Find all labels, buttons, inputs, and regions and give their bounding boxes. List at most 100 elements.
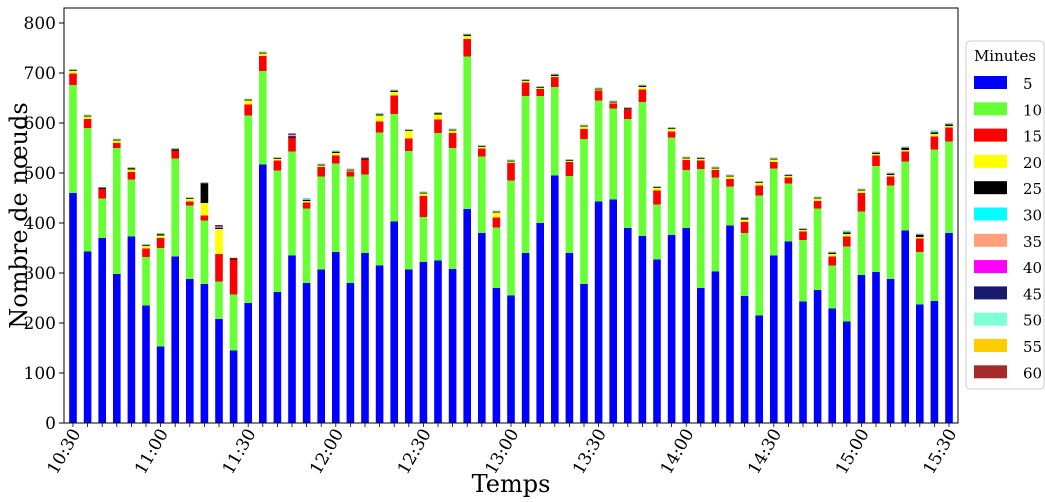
- bar-segment-15min: [755, 185, 763, 196]
- bar-segment-25min: [857, 189, 866, 191]
- bar-stack: [813, 196, 822, 423]
- bar-stack: [770, 157, 778, 423]
- bar-segment-30min: [565, 159, 574, 161]
- bar-segment-15min: [478, 148, 486, 157]
- bar-segment-10min: [521, 96, 530, 253]
- bar-segment-5min: [740, 296, 749, 423]
- legend-label: 60: [1023, 364, 1042, 382]
- bar-segment-25min: [755, 182, 763, 183]
- bar-stack: [886, 172, 895, 423]
- legend-item: 55: [974, 338, 1042, 356]
- bar-stack: [288, 133, 296, 423]
- bar-segment-35min: [697, 157, 705, 158]
- bar-segment-35min: [945, 123, 953, 124]
- bar-segment-25min: [697, 158, 705, 159]
- bar-segment-5min: [288, 255, 296, 423]
- bar-segment-10min: [682, 170, 690, 228]
- legend-swatch: [974, 286, 1007, 300]
- legend-item: 35: [974, 233, 1042, 251]
- bar-stack: [259, 51, 267, 423]
- bar-segment-5min: [434, 260, 442, 423]
- bar-segment-15min: [273, 160, 282, 171]
- bar-segment-20min: [609, 102, 617, 104]
- bar-segment-25min: [799, 229, 807, 230]
- x-tick-label: 11:00: [131, 426, 173, 478]
- bar-segment-20min: [551, 76, 559, 77]
- bar-segment-20min: [813, 198, 822, 201]
- bar-segment-15min: [186, 201, 194, 206]
- bar-segment-15min: [434, 119, 442, 133]
- bar-segment-30min: [200, 182, 209, 184]
- bar-segment-30min: [799, 228, 807, 230]
- bar-segment-35min: [448, 128, 457, 130]
- bar-segment-20min: [930, 134, 939, 137]
- bar-segment-25min: [624, 108, 632, 109]
- legend-swatch: [974, 260, 1007, 274]
- bar-segment-20min: [273, 159, 282, 161]
- y-tick-label: 800: [24, 14, 56, 34]
- bar-segment-30min: [171, 148, 179, 150]
- bar-segment-25min: [142, 245, 150, 246]
- bar-segment-15min: [215, 254, 223, 282]
- bar-segment-25min: [83, 115, 92, 117]
- bar-segment-15min: [346, 171, 355, 177]
- bar-stack: [726, 174, 734, 423]
- bar-segment-25min: [200, 183, 209, 203]
- bar-segment-35min: [930, 130, 939, 132]
- bar-segment-10min: [638, 102, 647, 236]
- bar-segment-25min: [551, 74, 559, 76]
- bar-stack: [317, 163, 325, 423]
- bar-segment-15min: [127, 172, 136, 180]
- bar-segment-5min: [930, 301, 939, 423]
- bar-segment-30min: [215, 227, 223, 228]
- bar-segment-5min: [565, 253, 574, 423]
- bar-segment-10min: [916, 252, 924, 305]
- bar-segment-15min: [375, 121, 384, 133]
- bar-segment-15min: [740, 222, 749, 233]
- bar-segment-10min: [799, 240, 807, 302]
- bar-segment-30min: [857, 189, 866, 190]
- legend-label: 10: [1023, 101, 1042, 119]
- bar-segment-20min: [843, 234, 851, 237]
- x-tick-label: 13:30: [569, 426, 611, 478]
- legend-title: Minutes: [974, 47, 1036, 65]
- bar-segment-5min: [156, 346, 165, 423]
- bar-segment-20min: [317, 165, 325, 167]
- legend-item: 40: [974, 259, 1042, 277]
- bar-segment-25min: [375, 114, 384, 116]
- bar-segment-30min: [521, 79, 530, 81]
- bar-stack: [828, 251, 836, 423]
- bar-stack: [434, 112, 442, 423]
- bar-segment-20min: [711, 168, 720, 170]
- bar-segment-5min: [463, 209, 471, 423]
- bar-segment-25min: [244, 99, 252, 101]
- bar-stack: [536, 86, 544, 423]
- bar-segment-30min: [317, 164, 325, 165]
- bar-segment-5min: [697, 288, 705, 423]
- bar-segment-25min: [332, 151, 340, 153]
- y-axis: 0 100 200 300 400 500 600 700 800: [24, 14, 64, 434]
- bar-segment-20min: [83, 116, 92, 119]
- bar-segment-5min: [667, 235, 676, 423]
- bar-segment-25min: [113, 139, 121, 141]
- bar-segment-5min: [784, 241, 793, 423]
- bar-segment-10min: [551, 87, 559, 176]
- legend-swatch: [974, 128, 1007, 142]
- bar-segment-20min: [580, 126, 588, 129]
- bar-segment-10min: [594, 100, 603, 202]
- bar-stack: [405, 129, 413, 423]
- bar-segment-30min: [740, 217, 749, 219]
- bar-segment-10min: [375, 132, 384, 266]
- bar-stack: [594, 87, 603, 423]
- bar-segment-20min: [916, 237, 924, 239]
- bar-segment-5min: [69, 193, 77, 423]
- bar-segment-10min: [288, 151, 296, 256]
- bar-segment-10min: [419, 217, 428, 262]
- bar-segment-15min: [448, 133, 457, 148]
- bar-segment-10min: [609, 108, 617, 200]
- bar-segment-10min: [945, 141, 953, 233]
- bar-segment-15min: [843, 236, 851, 247]
- bar-segment-35min: [813, 196, 822, 198]
- bar-segment-35min: [594, 87, 603, 89]
- bar-segment-25min: [478, 146, 486, 147]
